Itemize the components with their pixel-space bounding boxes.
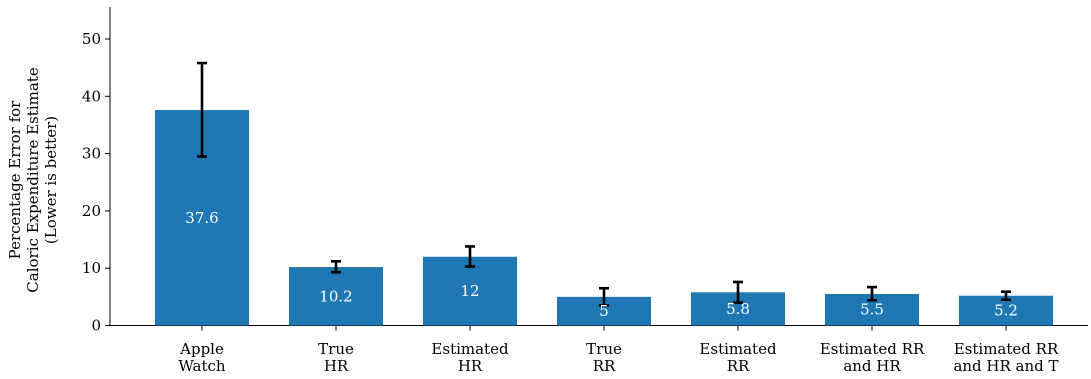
category-label: Estimated RR	[820, 340, 925, 358]
data-label: 10.2	[319, 287, 352, 305]
bar	[289, 267, 383, 326]
data-label: 5.2	[994, 302, 1018, 320]
y-axis: 0 10 20 30 40 50	[82, 7, 111, 335]
y-tick-label: 10	[82, 259, 101, 277]
category-label: True	[318, 340, 354, 358]
data-label: 5	[599, 302, 609, 320]
y-tick-label: 20	[82, 202, 101, 220]
category-label: Estimated RR	[954, 340, 1059, 358]
y-axis-label-line: Caloric Expenditure Estimate	[24, 67, 42, 293]
category-label: and HR	[843, 357, 901, 375]
category-label: RR	[593, 357, 616, 375]
category-label: Watch	[178, 357, 225, 375]
data-label: 37.6	[185, 209, 218, 227]
category-label: and HR and T	[953, 357, 1058, 375]
y-axis-label-line: Percentage Error for	[6, 100, 24, 259]
category-label: True	[586, 340, 622, 358]
data-label: 12	[460, 282, 479, 300]
y-axis-label-line: (Lower is better)	[42, 116, 60, 244]
data-label: 5.8	[726, 300, 750, 318]
category-label: RR	[727, 357, 750, 375]
data-label: 5.5	[860, 301, 884, 319]
category-label: HR	[458, 357, 483, 375]
y-tick-label: 50	[82, 30, 101, 48]
category-labels: AppleWatchTrueHREstimatedHRTrueRREstimat…	[178, 340, 1059, 375]
category-label: Estimated	[431, 340, 509, 358]
y-axis-label: Percentage Error for Caloric Expenditure …	[6, 67, 60, 293]
bar	[423, 256, 517, 326]
y-tick-label: 40	[82, 87, 101, 105]
category-label: Apple	[179, 340, 224, 358]
error-bars	[197, 61, 1011, 307]
data-labels: 37.6 10.2 12 5 5.8 5.5 5.2	[185, 209, 1018, 320]
x-axis	[110, 325, 1088, 331]
category-label: Estimated	[699, 340, 777, 358]
y-tick-label: 30	[82, 145, 101, 163]
y-tick-label: 0	[91, 317, 101, 335]
category-label: HR	[324, 357, 349, 375]
